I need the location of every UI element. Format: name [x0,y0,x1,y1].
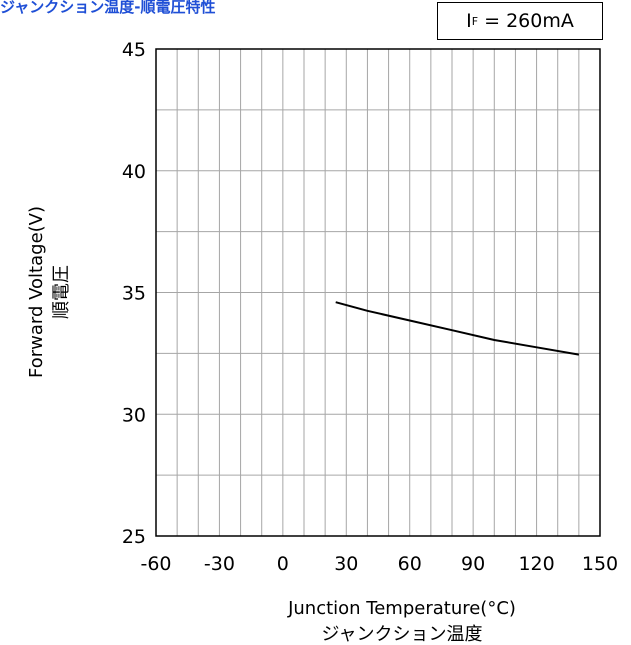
x-tick-labels: -60 -30 0 30 60 90 120 150 [140,553,618,575]
x-tick-label: 120 [518,553,554,575]
y-tick-label: 30 [122,404,146,426]
x-tick-label: -30 [204,553,235,575]
series-line [335,301,580,356]
x-tick-label: 60 [398,553,422,575]
x-tick-label: 30 [334,553,358,575]
grid-lines [156,49,600,536]
y-tick-label: 35 [122,283,146,305]
y-tick-label: 45 [122,39,146,61]
x-tick-label: 0 [277,553,289,575]
chart-title: ジャンクション温度-順電圧特性 [0,0,216,16]
condition-value: = 260mA [484,10,574,32]
x-tick-label: 90 [461,553,485,575]
x-tick-label: -60 [140,553,171,575]
x-tick-label: 150 [582,553,618,575]
x-axis-label-jp: ジャンクション温度 [321,624,482,645]
y-tick-label: 40 [122,161,146,183]
condition-symbol: I [466,10,472,32]
y-axis-label-jp: 順電圧 [51,265,72,319]
condition-subscript: F [471,14,479,28]
y-axis-label: Forward Voltage(V) [26,206,47,378]
plot-frame [155,48,601,537]
x-axis-label: Junction Temperature(°C) [287,598,516,619]
y-tick-label: 25 [122,526,146,548]
y-tick-labels: 25 30 35 40 45 [122,39,146,548]
